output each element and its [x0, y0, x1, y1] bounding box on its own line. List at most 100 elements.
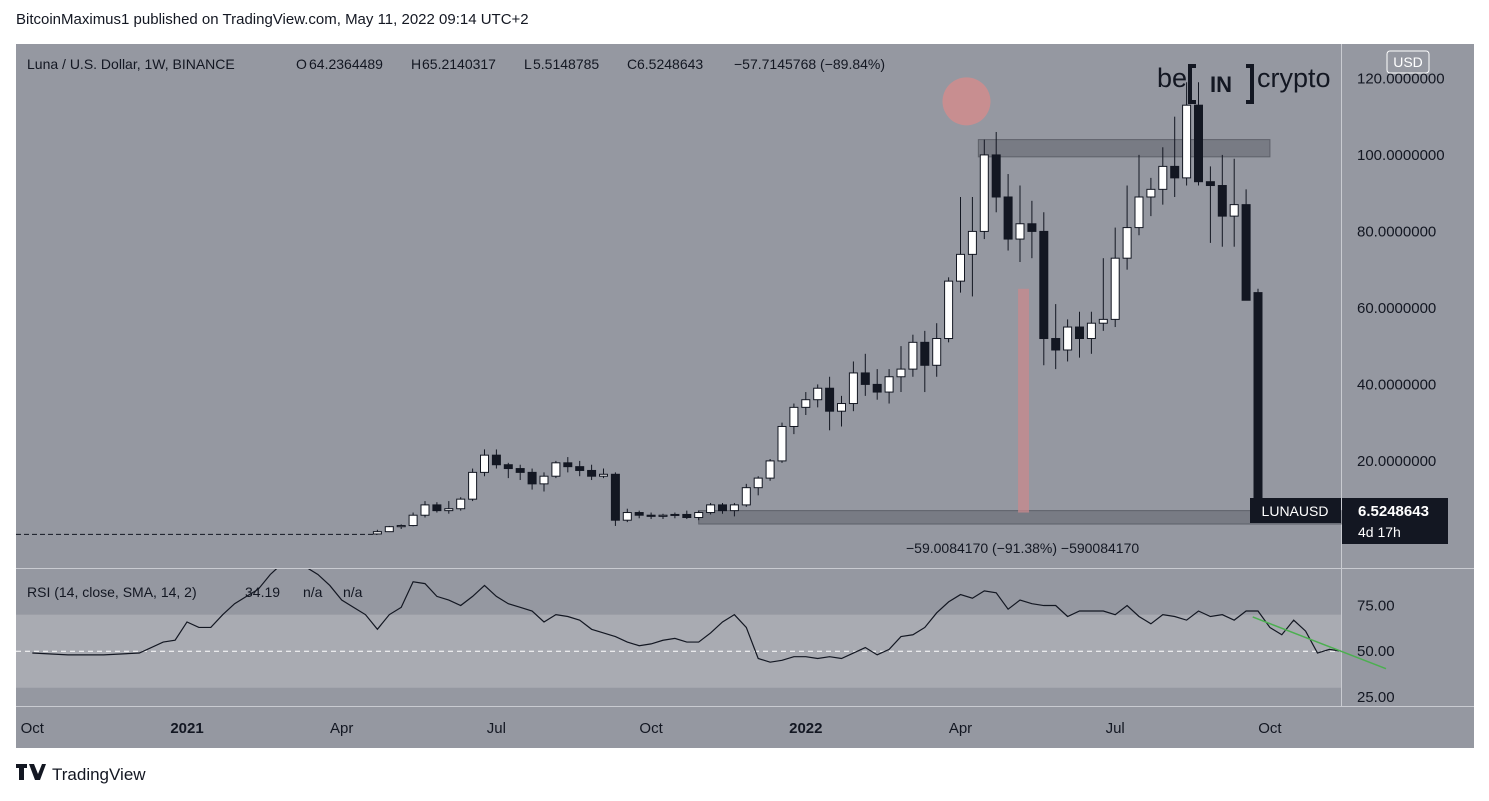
- footer-brand[interactable]: TradingView: [16, 764, 146, 785]
- footer-brand-text: TradingView: [52, 764, 146, 784]
- candle-body: [837, 403, 846, 412]
- candle-body: [944, 280, 954, 340]
- rsi-value: 34.19: [245, 584, 280, 600]
- candle: [777, 422, 787, 463]
- rsi-label: RSI (14, close, SMA, 14, 2): [27, 584, 197, 600]
- y-tick-label: 60.0000000: [1357, 300, 1436, 317]
- candle-body: [539, 475, 549, 485]
- candle: [694, 510, 704, 521]
- candle-body: [551, 462, 561, 477]
- candle: [1205, 166, 1215, 243]
- candle: [1122, 185, 1132, 270]
- measure-label: −59.0084170 (−91.38%) −590084170: [906, 540, 1139, 556]
- candle-body: [527, 471, 537, 485]
- candle-body: [706, 504, 716, 514]
- candle-body: [872, 383, 882, 393]
- x-tick-label: Jul: [1106, 720, 1125, 737]
- candle: [1027, 200, 1037, 259]
- time-axis[interactable]: [16, 707, 1341, 748]
- candle: [503, 462, 513, 479]
- candle: [884, 369, 894, 404]
- currency-badge[interactable]: [1386, 50, 1430, 74]
- candle: [991, 131, 1001, 213]
- bar-countdown: 4d 17h: [1358, 524, 1401, 540]
- candle: [1241, 189, 1251, 301]
- rsi-tick-label: 50.00: [1357, 643, 1395, 660]
- candle-body: [372, 531, 382, 535]
- x-tick-label: Oct: [639, 720, 663, 737]
- price-axis[interactable]: [1341, 44, 1474, 568]
- low-label: L: [524, 56, 532, 72]
- candle-body: [599, 473, 608, 477]
- candle-body: [1158, 165, 1168, 190]
- candle: [551, 460, 561, 479]
- x-tick-label: Jul: [487, 720, 506, 737]
- candle: [718, 502, 727, 514]
- candle: [670, 512, 680, 519]
- candle: [527, 468, 537, 490]
- candle: [491, 449, 501, 469]
- candle: [456, 497, 466, 511]
- candle-body: [777, 425, 787, 462]
- candle-body: [694, 512, 704, 519]
- logo-left: be: [1157, 63, 1187, 93]
- candle-body: [932, 338, 942, 366]
- logo-mid: IN: [1210, 72, 1232, 97]
- candle: [920, 330, 930, 393]
- candle: [539, 472, 549, 492]
- candle: [444, 501, 454, 514]
- candle: [1003, 174, 1013, 251]
- candle-body: [765, 460, 775, 479]
- rsi-axis[interactable]: [1341, 569, 1474, 706]
- candle: [408, 512, 418, 527]
- candle: [1051, 304, 1061, 370]
- candle-body: [956, 253, 965, 282]
- candle-body: [801, 399, 811, 408]
- candle-body: [860, 372, 870, 385]
- candle-body: [1253, 292, 1263, 514]
- high-label: H: [411, 56, 421, 72]
- candle-body: [718, 504, 727, 512]
- x-tick-label: 2021: [170, 720, 203, 737]
- open-label: O: [296, 56, 307, 72]
- candle-body: [563, 462, 573, 468]
- candle: [932, 323, 942, 377]
- candle-body: [575, 466, 585, 471]
- open-value: 64.2364489: [309, 56, 383, 72]
- close-label: C: [627, 56, 637, 72]
- candle-body: [1241, 204, 1251, 301]
- rsi-tick-label: 75.00: [1357, 598, 1395, 615]
- candle: [658, 513, 668, 520]
- candle: [896, 346, 906, 393]
- candle-body: [1003, 196, 1013, 240]
- candle-body: [1039, 230, 1049, 340]
- rsi-tick-label: 25.00: [1357, 689, 1395, 706]
- candle: [1075, 311, 1084, 358]
- candle-body: [1075, 326, 1084, 340]
- bearish-divergence-line: [1252, 616, 1387, 670]
- candle: [765, 458, 775, 481]
- candle: [1063, 319, 1073, 362]
- candle-body: [1086, 322, 1096, 340]
- candle: [1182, 82, 1192, 186]
- candle-body: [884, 376, 894, 393]
- candle: [944, 277, 954, 343]
- x-tick-label: 2022: [789, 720, 822, 737]
- support-zone: [698, 510, 1342, 525]
- candle: [622, 508, 632, 523]
- candle-body: [408, 514, 418, 527]
- x-tick-label: Oct: [21, 720, 45, 737]
- candle: [1229, 158, 1239, 247]
- last-price-box: [1342, 498, 1448, 544]
- candle: [575, 460, 585, 477]
- candle: [646, 512, 656, 520]
- candle: [1098, 258, 1108, 331]
- candle-body: [1027, 223, 1037, 232]
- candle-body: [753, 477, 763, 489]
- candle-body: [1063, 326, 1073, 351]
- candle: [789, 403, 799, 435]
- last-price-tag: [1250, 498, 1341, 523]
- candle-body: [444, 508, 454, 512]
- candle: [848, 361, 858, 412]
